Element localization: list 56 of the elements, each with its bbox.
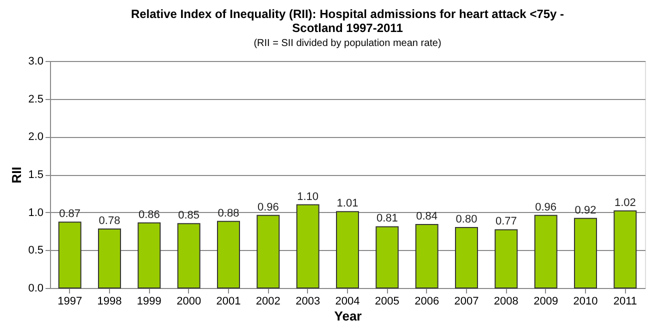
data-label: 0.86 [138, 208, 160, 221]
data-label: 1.10 [297, 190, 319, 203]
y-tick-label: 1.5 [28, 169, 44, 181]
y-tick-label: 2.5 [28, 93, 44, 106]
data-label: 0.96 [535, 201, 557, 214]
data-label: 0.88 [218, 207, 240, 220]
x-tick-label: 2002 [256, 296, 280, 308]
x-tick-label: 2000 [176, 296, 202, 308]
x-tick-label: 2010 [573, 296, 598, 308]
y-tick-label: 1.0 [28, 206, 44, 219]
bar [534, 214, 558, 288]
y-tick-label: 0.0 [28, 282, 44, 294]
y-tick-label: 3.0 [28, 56, 44, 68]
x-tick-label: 2004 [335, 296, 360, 308]
y-tick-label: 0.5 [28, 244, 44, 257]
y-tick-label: 2.0 [28, 131, 44, 144]
data-label: 0.85 [178, 210, 200, 222]
bar [336, 211, 359, 288]
x-tick-label: 2001 [216, 296, 241, 308]
data-label: 1.01 [336, 198, 358, 210]
chart-title: Relative Index of Inequality (RII): Hospital admissions for heart attack <75y - Scotland 1997-2011 [130, 7, 564, 35]
x-tick-label: 1998 [97, 296, 122, 308]
x-tick-label: 1997 [58, 296, 82, 308]
data-label: 0.77 [495, 216, 517, 228]
data-label: 0.87 [59, 208, 81, 220]
data-label: 0.80 [456, 213, 478, 226]
x-tick-label: 2006 [414, 296, 440, 308]
bar [217, 220, 240, 288]
chart-subtitle: (RII = SII divided by population mean rate) [254, 38, 442, 49]
bar [138, 222, 161, 288]
data-label: 1.02 [614, 196, 636, 209]
bar [296, 204, 320, 288]
bar [177, 223, 200, 288]
bar [494, 229, 518, 288]
data-label: 0.84 [416, 210, 438, 222]
x-tick-label: 2009 [534, 296, 558, 308]
y-axis-title: RII [9, 166, 24, 184]
x-tick-label: 2005 [374, 296, 400, 308]
data-label: 0.92 [574, 204, 596, 216]
x-tick-label: 1999 [136, 296, 162, 308]
x-axis-title: Year [334, 308, 362, 324]
data-label: 0.96 [257, 201, 279, 214]
bar [256, 214, 280, 288]
bar [58, 222, 82, 288]
x-tick-label: 2008 [494, 296, 518, 308]
bar [415, 224, 438, 288]
data-label: 0.81 [376, 212, 398, 225]
x-tick-label: 2007 [454, 296, 479, 308]
x-tick-label: 2011 [613, 296, 637, 308]
bar [455, 226, 478, 288]
data-label: 0.78 [98, 214, 120, 227]
bar [574, 218, 597, 288]
x-tick-label: 2003 [296, 296, 320, 308]
bar [376, 226, 399, 288]
bar [98, 228, 121, 288]
bar [614, 210, 637, 288]
